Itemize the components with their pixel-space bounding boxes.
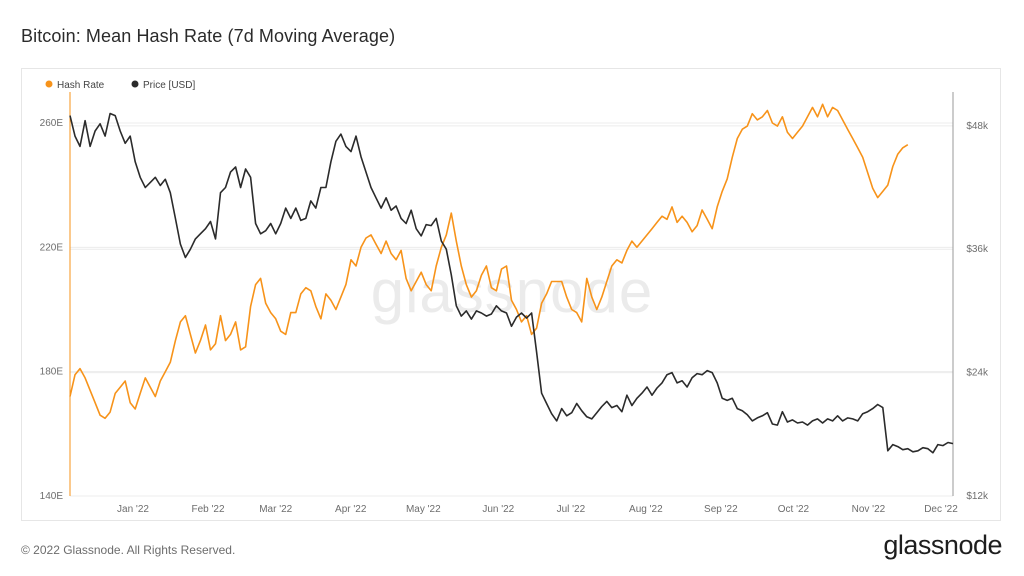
y-right-tick-label: $48k — [966, 121, 989, 132]
y-left-tick-label: 260E — [40, 118, 64, 129]
y-right-tick-label: $24k — [966, 368, 989, 379]
x-tick-label: Oct '22 — [778, 504, 810, 515]
legend-label: Hash Rate — [57, 80, 105, 91]
x-tick-label: Jun '22 — [482, 504, 514, 515]
x-tick-label: Sep '22 — [704, 504, 738, 515]
x-tick-label: Apr '22 — [335, 504, 367, 515]
x-tick-label: Dec '22 — [924, 504, 958, 515]
x-tick-label: Mar '22 — [259, 504, 292, 515]
legend-dot-icon — [45, 80, 53, 88]
y-right-tick-label: $36k — [966, 244, 989, 255]
gridlines — [70, 122, 953, 497]
x-tick-label: Aug '22 — [629, 504, 663, 515]
y-left-tick-label: 220E — [40, 242, 64, 253]
x-tick-label: Nov '22 — [852, 504, 886, 515]
axes: 140E 180E 220E 260E $12k $24k $36k $48k Jan '22 F… — [40, 92, 989, 515]
x-tick-label: Feb '22 — [191, 504, 224, 515]
legend-dot-icon — [131, 80, 139, 88]
legend-label: Price [USD] — [143, 80, 195, 91]
legend[interactable]: Hash Rate Price [USD] — [45, 80, 196, 91]
x-tick-label: May '22 — [406, 504, 441, 515]
legend-item-hash-rate[interactable]: Hash Rate — [45, 80, 105, 91]
x-tick-label: Jan '22 — [117, 504, 149, 515]
glassnode-logo[interactable]: glassnode — [883, 530, 1002, 560]
copyright-text: © 2022 Glassnode. All Rights Reserved. — [21, 543, 236, 557]
price-line — [69, 112, 954, 454]
legend-item-price[interactable]: Price [USD] — [131, 80, 196, 91]
y-right-tick-label: $12k — [966, 491, 989, 502]
series-lines — [69, 103, 954, 454]
x-tick-label: Jul '22 — [557, 504, 586, 515]
watermark: glassnode — [371, 258, 654, 325]
chart-title: Bitcoin: Mean Hash Rate (7d Moving Avera… — [21, 26, 396, 46]
y-left-tick-label: 140E — [40, 491, 64, 502]
hash-rate-line — [69, 103, 909, 420]
y-left-tick-label: 180E — [40, 367, 64, 378]
